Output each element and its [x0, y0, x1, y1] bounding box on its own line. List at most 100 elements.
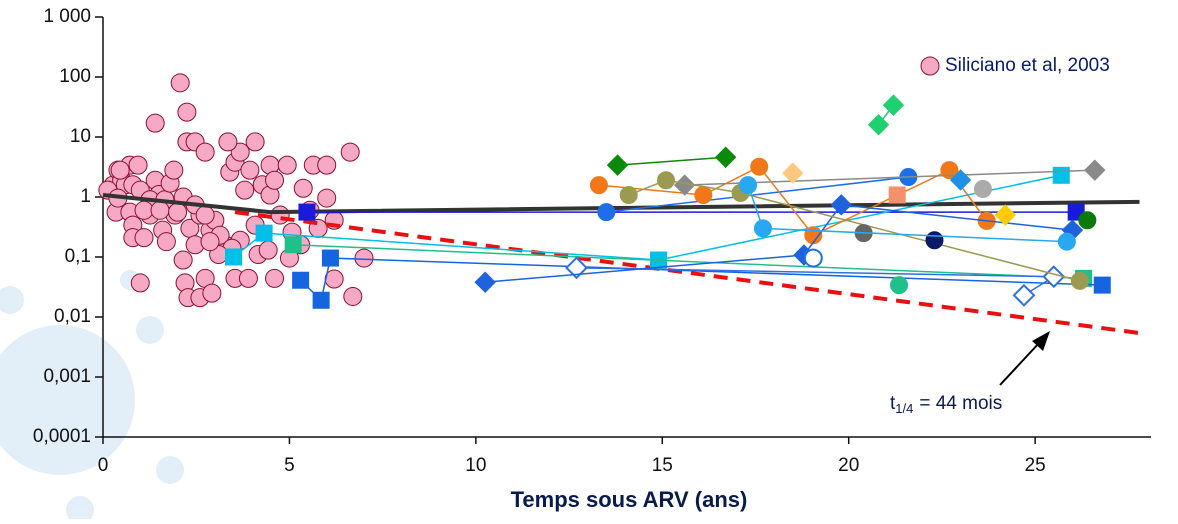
- y-tick-label: 1 000: [43, 6, 91, 27]
- x-tick-label: 20: [838, 455, 859, 476]
- annotation: t1/4 = 44 mois: [890, 393, 1002, 416]
- point: [888, 186, 906, 204]
- y-tick-label: 0,01: [54, 306, 91, 327]
- point: [312, 291, 330, 309]
- point: [110, 160, 130, 180]
- series: [973, 179, 992, 198]
- series-line: [617, 156, 726, 166]
- annotation-part: = 44 mois: [919, 393, 1002, 414]
- point: [750, 157, 769, 176]
- legend-label: Siliciano et al, 2003: [945, 55, 1110, 76]
- point: [150, 200, 170, 220]
- point: [321, 249, 339, 267]
- point: [1052, 166, 1070, 184]
- point: [589, 176, 608, 195]
- point: [694, 185, 713, 204]
- point: [195, 205, 215, 225]
- point: [343, 286, 363, 306]
- point: [235, 180, 255, 200]
- point: [925, 231, 944, 250]
- point: [973, 179, 992, 198]
- annotation-arrow: [999, 341, 1041, 386]
- point: [1012, 283, 1036, 307]
- point: [225, 248, 242, 266]
- series-line: [300, 257, 1103, 302]
- point: [168, 202, 188, 222]
- series: [994, 204, 1017, 226]
- point: [830, 194, 852, 216]
- legend-marker: [920, 56, 940, 76]
- point: [265, 170, 285, 190]
- series: [803, 248, 823, 268]
- series: [739, 176, 1076, 251]
- point: [177, 102, 197, 122]
- point: [134, 200, 154, 220]
- series: [888, 186, 906, 204]
- point: [867, 114, 890, 136]
- series: [589, 157, 996, 245]
- point: [803, 248, 823, 268]
- point: [753, 219, 772, 238]
- point: [317, 188, 337, 208]
- point: [354, 248, 374, 268]
- point: [195, 142, 215, 162]
- series: [925, 231, 944, 250]
- point: [1093, 276, 1111, 294]
- y-tick-label: 1: [80, 186, 91, 207]
- series: [949, 169, 972, 191]
- point: [882, 94, 905, 116]
- point: [298, 203, 316, 221]
- point: [202, 283, 222, 303]
- point: [270, 205, 290, 225]
- point: [565, 256, 588, 280]
- point: [340, 142, 360, 162]
- point: [145, 113, 165, 133]
- series: [867, 94, 905, 136]
- y-tick-label: 100: [59, 66, 91, 87]
- point: [230, 142, 250, 162]
- point: [597, 203, 616, 222]
- series-line: [234, 210, 1140, 336]
- series-line: [606, 176, 909, 213]
- point: [292, 271, 310, 289]
- series: [606, 146, 737, 176]
- point: [606, 154, 629, 176]
- point: [1084, 159, 1106, 181]
- series: [1078, 211, 1097, 230]
- point: [128, 155, 148, 175]
- point: [890, 276, 909, 295]
- point: [1078, 211, 1097, 230]
- x-tick-label: 10: [465, 455, 486, 476]
- point: [218, 132, 238, 152]
- point: [255, 224, 273, 242]
- point: [265, 268, 285, 288]
- series: [225, 166, 1070, 269]
- x-tick-label: 5: [284, 455, 295, 476]
- point: [134, 228, 154, 248]
- series-line: [628, 179, 1081, 282]
- series: [597, 168, 918, 222]
- point: [474, 271, 496, 293]
- series-line: [485, 204, 1073, 283]
- point: [284, 236, 302, 254]
- point: [949, 169, 972, 191]
- series: [234, 210, 1140, 336]
- background-virus: [0, 270, 184, 524]
- series: [292, 249, 1111, 309]
- point: [245, 132, 265, 152]
- point: [293, 178, 313, 198]
- y-tick-label: 0,0001: [33, 426, 91, 447]
- point: [156, 232, 176, 252]
- annotation-part: t: [890, 393, 896, 414]
- point: [238, 268, 258, 288]
- x-tick-label: 15: [652, 455, 673, 476]
- series: [98, 73, 374, 308]
- point: [277, 155, 297, 175]
- point: [1042, 265, 1066, 289]
- series: [284, 236, 1093, 287]
- point: [130, 273, 150, 293]
- annotation-part: 1/4: [895, 401, 913, 416]
- y-tick-label: 0,001: [43, 366, 91, 387]
- series: [890, 276, 909, 295]
- point: [714, 146, 737, 168]
